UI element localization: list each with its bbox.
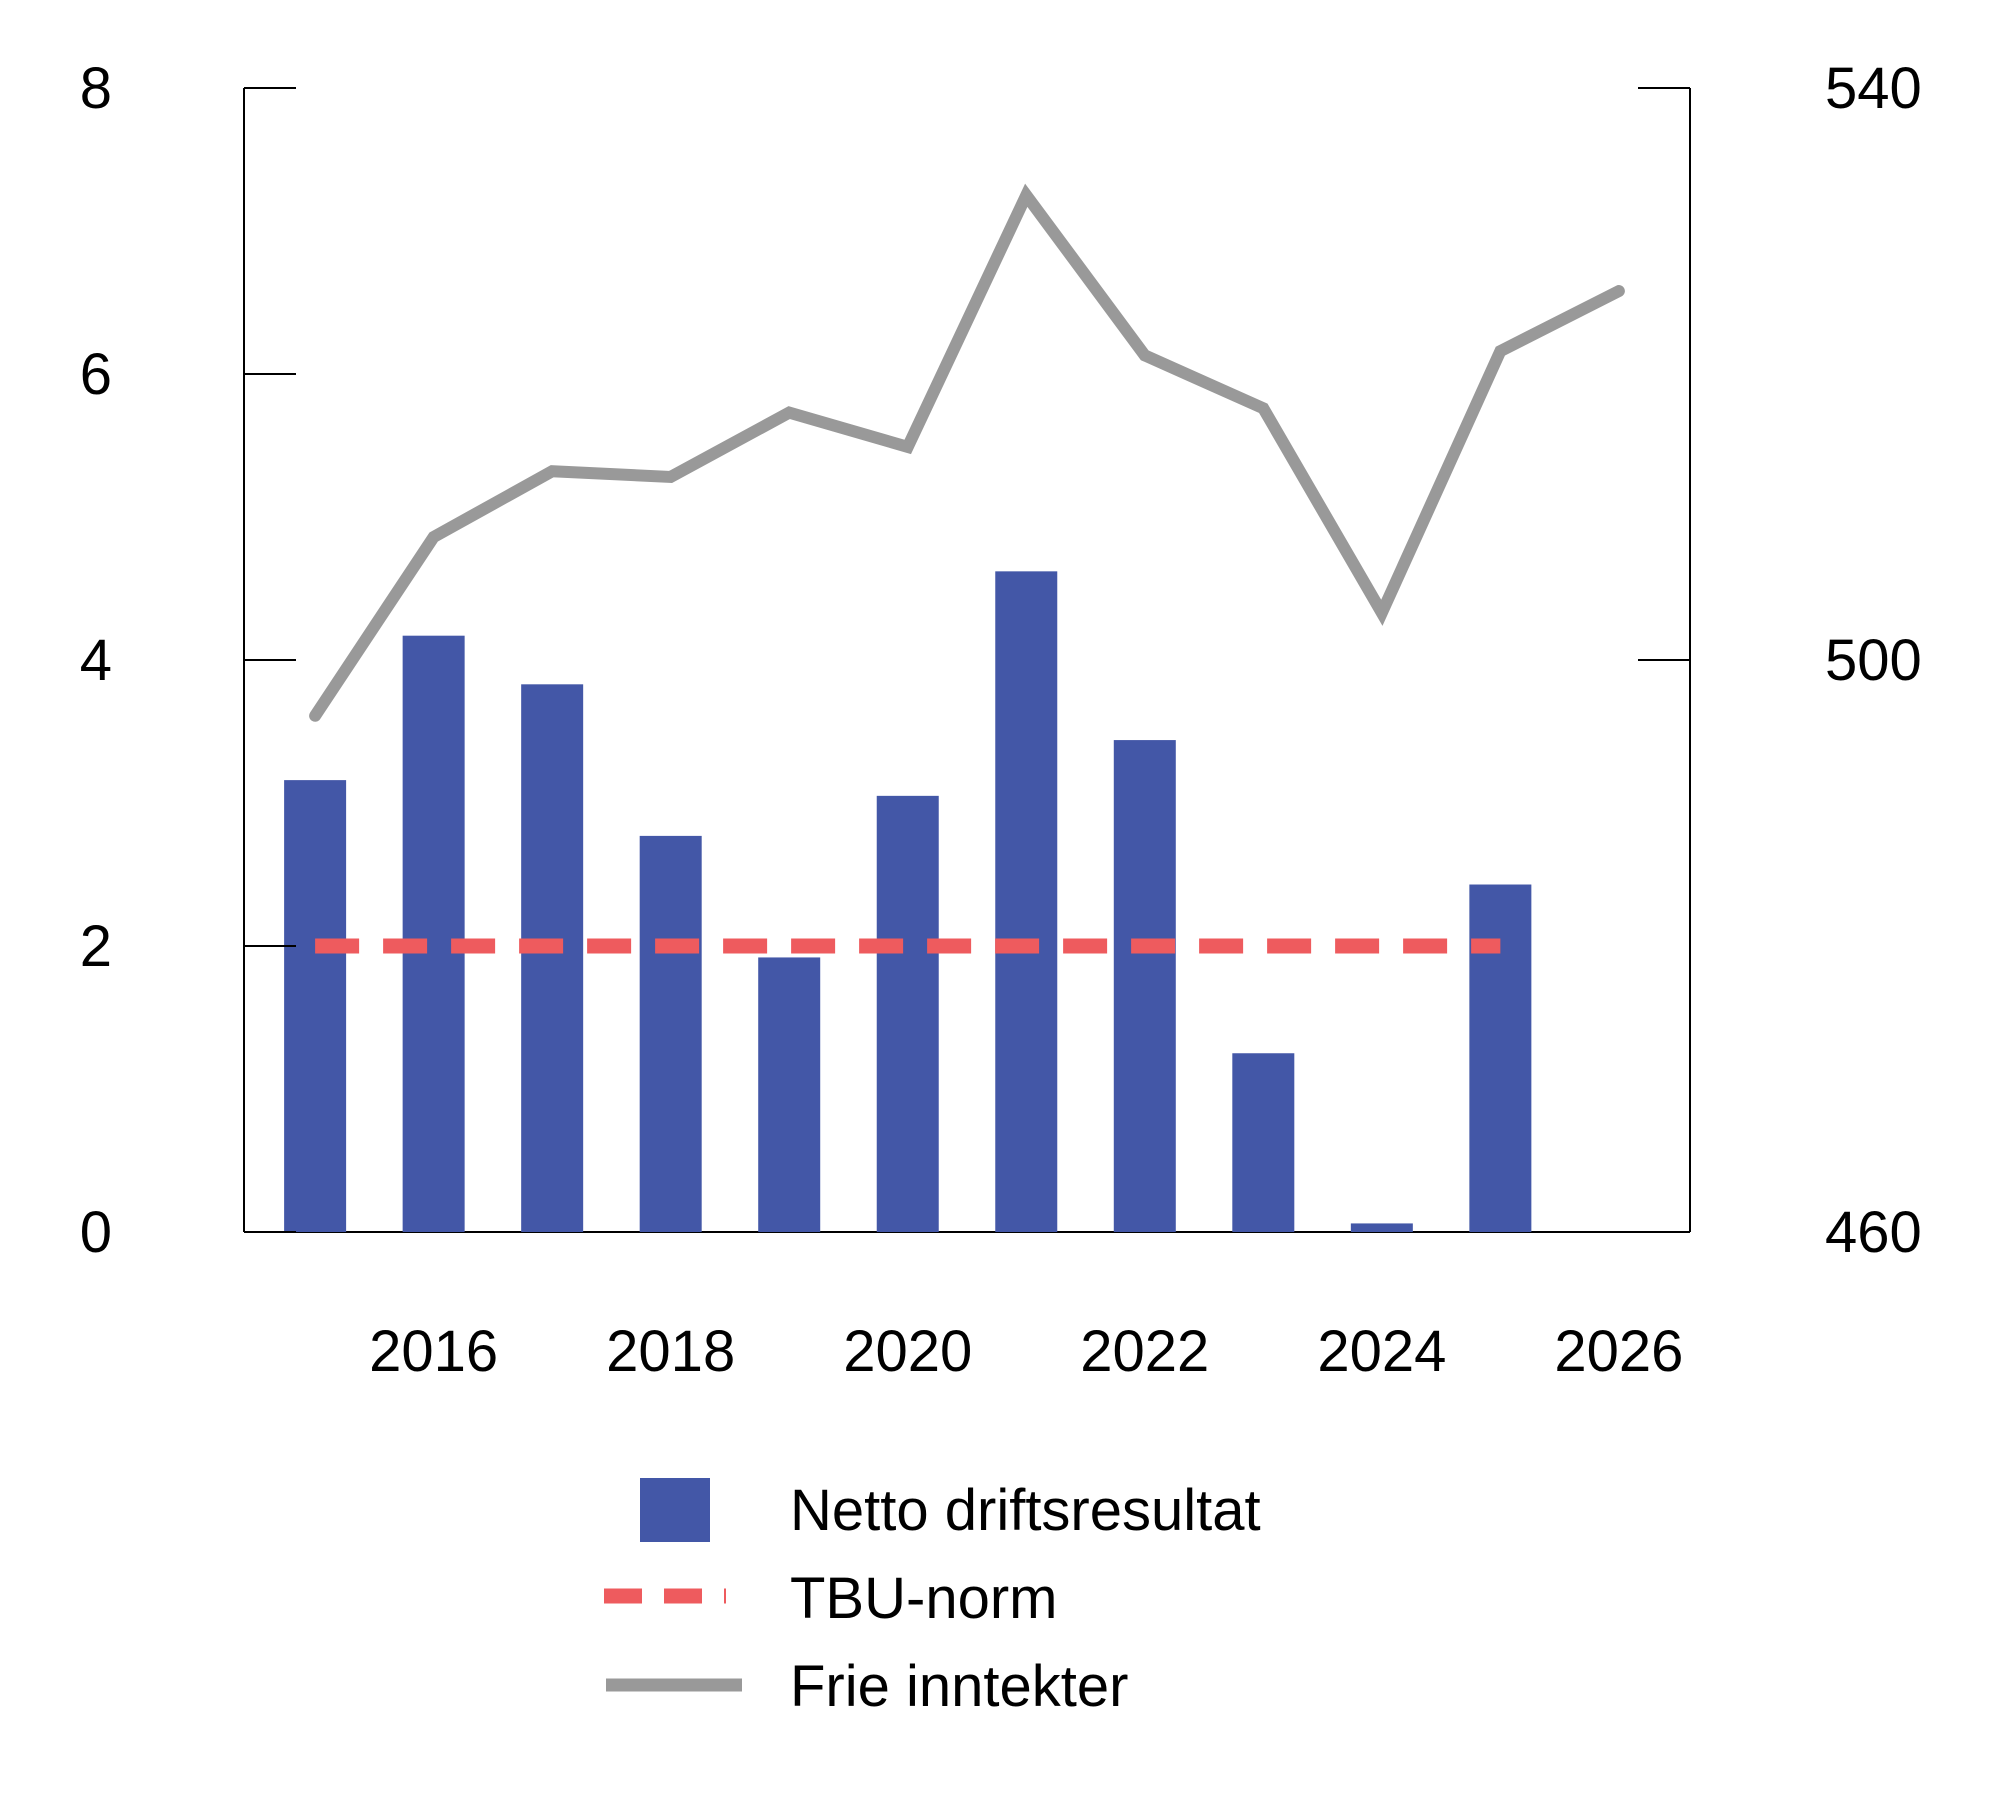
right-tick-label: 540 xyxy=(1825,56,1922,121)
x-tick-label: 2018 xyxy=(606,1319,735,1384)
bar xyxy=(1469,884,1532,1232)
bar xyxy=(639,835,702,1232)
x-tick-label: 2024 xyxy=(1317,1319,1446,1384)
left-tick-label: 8 xyxy=(80,56,112,121)
legend-label: Netto driftsresultat xyxy=(790,1478,1261,1543)
left-tick-label: 6 xyxy=(80,342,112,407)
bar xyxy=(1350,1223,1413,1232)
bar xyxy=(1232,1053,1295,1232)
right-tick-label: 460 xyxy=(1825,1200,1922,1265)
left-y-axis: 0 2 4 6 8 xyxy=(80,56,296,1265)
line-series-frie-inntekter xyxy=(309,183,1625,722)
left-tick-label: 2 xyxy=(80,914,112,979)
left-tick-label: 0 xyxy=(80,1200,112,1265)
bar xyxy=(1113,740,1176,1232)
bar xyxy=(876,795,939,1232)
right-y-axis: 460 500 540 xyxy=(1638,56,1922,1265)
frie-inntekter-line xyxy=(309,183,1625,722)
bar xyxy=(402,635,465,1232)
bar xyxy=(758,957,821,1232)
left-tick-label: 4 xyxy=(80,628,112,693)
legend-swatch-bar xyxy=(640,1478,710,1542)
legend-label: TBU-norm xyxy=(790,1566,1057,1631)
x-tick-label: 2022 xyxy=(1080,1319,1209,1384)
x-tick-label: 2026 xyxy=(1554,1319,1683,1384)
x-axis: 2016 2018 2020 2022 2024 2026 xyxy=(369,1319,1683,1384)
right-tick-label: 500 xyxy=(1825,628,1922,693)
bar-series-netto-driftsresultat xyxy=(284,571,1532,1232)
bar xyxy=(284,780,347,1232)
bar xyxy=(995,571,1058,1232)
legend-label: Frie inntekter xyxy=(790,1654,1128,1719)
x-tick-label: 2016 xyxy=(369,1319,498,1384)
legend: Netto driftsresultat TBU-norm Frie inntekt… xyxy=(604,1478,1261,1719)
bar xyxy=(521,684,584,1232)
x-tick-label: 2020 xyxy=(843,1319,972,1384)
